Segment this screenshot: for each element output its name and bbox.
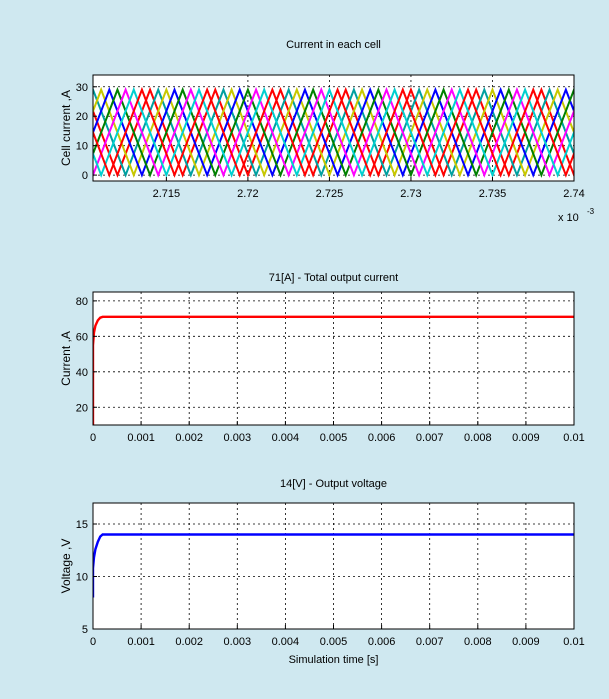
x-tick-label: 0.005 (320, 432, 348, 444)
x-exponent-power: -3 (587, 207, 595, 216)
x-tick-label: 0.003 (224, 636, 252, 648)
x-tick-label: 2.735 (479, 188, 507, 200)
y-tick-label: 20 (76, 402, 88, 414)
y-tick-label: 60 (76, 331, 88, 343)
y-tick-label: 30 (76, 82, 88, 94)
cell-current-series-6 (93, 86, 574, 178)
x-tick-label: 0.002 (175, 636, 203, 648)
chart-title: Current in each cell (286, 39, 381, 51)
y-tick-label: 40 (76, 367, 88, 379)
x-tick-label: 0.006 (368, 636, 396, 648)
x-tick-label: 2.715 (153, 188, 181, 200)
y-tick-label: 5 (82, 624, 88, 636)
x-tick-label: 0.006 (368, 432, 396, 444)
x-tick-label: 0.008 (464, 636, 492, 648)
x-tick-label: 0.009 (512, 636, 540, 648)
x-tick-label: 0.003 (224, 432, 252, 444)
x-tick-label: 0.004 (272, 432, 300, 444)
chart-panel-1: 2.715 2.72 2.725 2.73 2.735 2.74 0 10 20 30 Curren… (59, 39, 595, 224)
y-axis-label: Cell current ,A (59, 90, 73, 166)
x-tick-label: 2.72 (237, 188, 258, 200)
y-tick-label: 0 (82, 170, 88, 182)
cell-current-series-8 (93, 86, 574, 178)
y-tick-label: 10 (76, 572, 88, 584)
x-tick-label: 0.01 (563, 636, 584, 648)
x-exponent-label: x 10 (558, 212, 579, 224)
x-tick-label: 0 (90, 636, 96, 648)
series-group (93, 86, 574, 178)
y-tick-label: 15 (76, 519, 88, 531)
y-axis-label: Voltage ,V (59, 539, 73, 594)
x-tick-label: 0.001 (127, 636, 155, 648)
x-tick-label: 0.007 (416, 432, 444, 444)
y-tick-label: 20 (76, 111, 88, 123)
cell-current-series-7 (93, 86, 574, 178)
x-tick-label: 0.009 (512, 432, 540, 444)
x-axis-label: Simulation time [s] (289, 654, 379, 666)
x-tick-label: 2.74 (563, 188, 584, 200)
chart-panel-2: 0 0.001 0.002 0.003 0.004 0.005 0.006 0.007 0.00… (59, 272, 585, 444)
x-tick-label: 0.005 (320, 636, 348, 648)
y-tick-label: 80 (76, 296, 88, 308)
x-tick-label: 0.007 (416, 636, 444, 648)
chart-title: 71[A] - Total output current (269, 272, 398, 284)
x-tick-label: 0.004 (272, 636, 300, 648)
y-axis-label: Current ,A (59, 331, 73, 386)
x-tick-label: 0.01 (563, 432, 584, 444)
x-tick-label: 2.73 (400, 188, 421, 200)
cell-current-series-5 (93, 86, 574, 178)
x-tick-label: 0.008 (464, 432, 492, 444)
x-tick-label: 2.725 (316, 188, 344, 200)
axes-frame (92, 74, 575, 182)
y-tick-label: 10 (76, 141, 88, 153)
x-tick-label: 0.001 (127, 432, 155, 444)
chart-title: 14[V] - Output voltage (280, 478, 387, 490)
x-tick-label: 0.002 (175, 432, 203, 444)
x-tick-label: 0 (90, 432, 96, 444)
plot-area (93, 503, 574, 629)
chart-panel-3: 0 0.001 0.002 0.003 0.004 0.005 0.006 0.007 0.00… (59, 478, 585, 666)
